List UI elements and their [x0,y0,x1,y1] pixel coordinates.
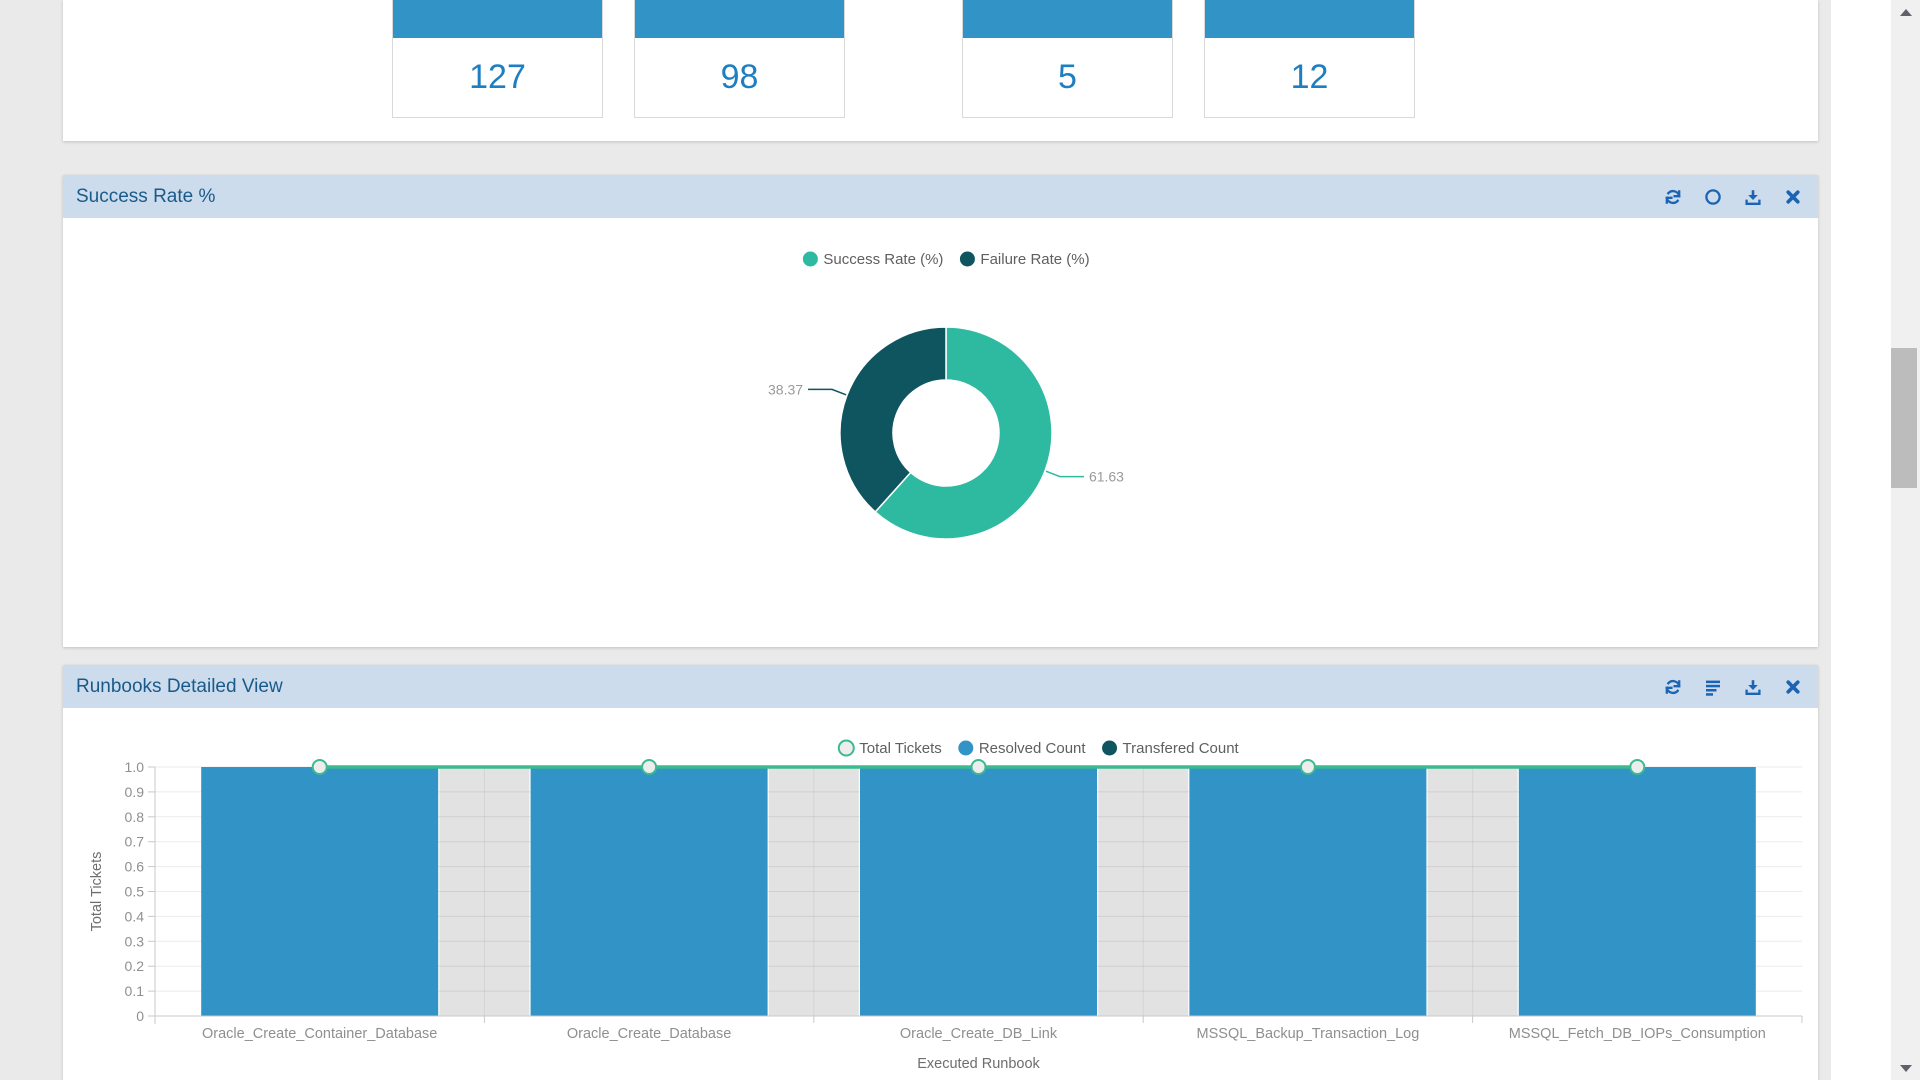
panel-title: Success Rate % [76,185,216,207]
close-icon[interactable] [1784,188,1802,206]
line-marker [970,759,987,775]
legend-item[interactable]: Failure Rate (%) [959,251,1090,268]
stat-cards-panel: 127 98 5 12 [63,0,1818,141]
line-marker [641,759,658,775]
y-tick-label: 0.9 [125,784,145,800]
stat-card-header [1205,0,1414,38]
x-category-label: MSSQL_Fetch_DB_IOPs_Consumption [1509,1026,1766,1042]
donut-value-label: 38.37 [768,381,803,397]
scrollbar-up-arrow[interactable] [1891,2,1920,22]
legend-marker [837,739,855,757]
y-tick-label: 0.8 [125,809,145,825]
bar [860,767,1097,1016]
category-band [439,767,530,1016]
line-marker [311,759,328,775]
legend-marker [958,740,974,756]
y-tick-label: 0.5 [125,884,145,900]
stat-card: 98 [634,0,845,118]
list-icon[interactable] [1704,678,1722,696]
y-tick-label: 0.1 [125,983,145,999]
y-tick-label: 0 [136,1008,144,1024]
legend-marker [1102,740,1118,756]
legend-label: Success Rate (%) [823,251,943,268]
success-rate-panel: Success Rate % [63,175,1818,647]
legend-label: Failure Rate (%) [980,251,1089,268]
runbooks-panel: Runbooks Detailed View [63,665,1818,1080]
close-icon[interactable] [1784,678,1802,696]
donut-slice [874,326,1053,540]
bar [530,767,768,1016]
legend-item[interactable]: Transfered Count [1102,740,1240,757]
chart-legend: Total Tickets Resolved Count Transfered Co… [837,739,1240,757]
bar [201,767,439,1016]
scrollbar-thumb[interactable] [1891,348,1917,488]
x-axis-title: Executed Runbook [917,1056,1040,1072]
legend-item[interactable]: Total Tickets [837,739,942,757]
stat-card-value: 98 [720,58,759,96]
legend-item[interactable]: Success Rate (%) [802,251,944,268]
y-tick-label: 0.6 [125,859,145,875]
refresh-icon[interactable] [1664,678,1682,696]
scrollbar-down-arrow[interactable] [1891,1058,1920,1078]
legend-item[interactable]: Resolved Count [958,740,1086,757]
x-category-label: Oracle_Create_Database [567,1026,731,1042]
stat-card-value: 127 [469,58,526,96]
stat-card: 5 [962,0,1173,118]
runbooks-panel-header: Runbooks Detailed View [63,665,1818,708]
circle-icon[interactable] [1704,188,1722,206]
y-tick-label: 1.0 [125,759,145,775]
vertical-scrollbar[interactable] [1891,0,1920,1080]
panel-title: Runbooks Detailed View [76,675,283,697]
x-category-label: Oracle_Create_Container_Database [202,1026,437,1042]
donut-label-line [808,388,847,396]
stat-card: 127 [392,0,603,118]
legend-marker [959,251,975,267]
x-category-label: MSSQL_Backup_Transaction_Log [1197,1026,1420,1042]
stat-card-header [393,0,602,38]
legend-label: Total Tickets [859,740,942,757]
y-axis-title: Total Tickets [89,852,105,932]
right-gutter [1831,0,1891,1080]
stat-card-header [963,0,1172,38]
y-tick-label: 0.3 [125,933,145,949]
x-category-label: Oracle_Create_DB_Link [900,1026,1058,1042]
stat-card: 12 [1204,0,1415,118]
y-tick-label: 0.7 [125,834,145,850]
y-tick-label: 0.2 [125,958,145,974]
donut-slice [839,326,947,513]
legend-label: Transfered Count [1123,740,1240,757]
refresh-icon[interactable] [1664,188,1682,206]
success-rate-panel-header: Success Rate % [63,175,1818,218]
success-rate-donut-chart: Success Rate (%) Failure Rate (%) 61.63 38.… [768,251,1124,540]
line-marker [1299,759,1316,775]
legend-marker [802,251,818,267]
download-icon[interactable] [1744,188,1762,206]
y-tick-label: 0.4 [125,908,145,924]
donut-label-line [1045,470,1084,478]
category-band [1098,767,1189,1016]
line-marker [1629,759,1646,775]
donut-value-label: 61.63 [1089,469,1124,485]
category-band [1427,767,1518,1016]
bar [1518,767,1756,1016]
legend-label: Resolved Count [979,740,1087,757]
stat-card-header [635,0,844,38]
runbooks-bar-chart: Total Tickets Resolved Count Transfered Co… [89,739,1803,1072]
category-band [768,767,859,1016]
download-icon[interactable] [1744,678,1762,696]
chart-legend: Success Rate (%) Failure Rate (%) [802,251,1090,268]
bar [1189,767,1427,1016]
stat-card-value: 5 [1058,58,1077,96]
stat-card-value: 12 [1290,58,1329,96]
